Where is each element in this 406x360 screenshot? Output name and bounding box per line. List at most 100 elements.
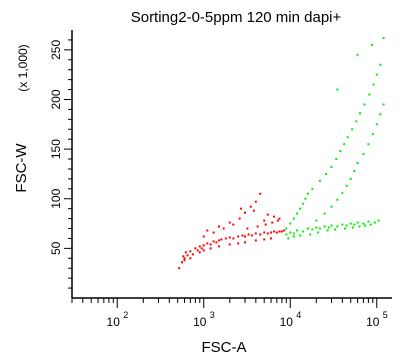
green-point: [362, 153, 365, 156]
green-point: [358, 112, 361, 115]
red-point: [183, 257, 186, 260]
green-point: [326, 229, 329, 232]
plot-area: [71, 30, 392, 299]
red-point: [263, 231, 266, 234]
green-point: [349, 177, 352, 180]
x-ticks: 10 2 10 3 10 4 10 5: [71, 298, 388, 329]
y-axis-label: FSC-W: [13, 143, 30, 193]
red-point: [182, 255, 185, 258]
red-point: [198, 251, 201, 254]
red-point: [209, 243, 212, 246]
green-point: [349, 222, 352, 225]
green-point: [362, 222, 365, 225]
green-point: [372, 83, 375, 86]
red-point: [276, 219, 279, 222]
green-point: [296, 212, 299, 215]
green-point: [363, 103, 366, 106]
red-point: [232, 237, 235, 240]
red-point: [183, 259, 186, 262]
green-point: [356, 221, 359, 224]
green-point: [318, 179, 321, 182]
green-point: [285, 227, 288, 230]
green-point: [287, 237, 290, 240]
green-point: [382, 36, 385, 39]
green-point: [339, 150, 342, 153]
green-point: [306, 192, 309, 195]
green-point: [299, 234, 302, 237]
green-point: [353, 169, 356, 172]
green-point: [375, 123, 378, 126]
x-tick-exponent: 2: [123, 310, 128, 320]
green-point: [356, 53, 359, 56]
green-point: [345, 184, 348, 187]
red-point: [180, 261, 183, 264]
green-point: [367, 143, 370, 146]
red-point: [280, 230, 283, 233]
red-point: [240, 207, 243, 210]
red-point: [184, 251, 187, 254]
green-point: [318, 227, 321, 230]
red-point: [220, 238, 223, 241]
red-point: [259, 192, 262, 195]
green-point: [299, 207, 302, 210]
red-point: [244, 241, 247, 244]
green-point: [311, 187, 314, 190]
red-point: [263, 219, 266, 222]
red-point: [244, 235, 247, 238]
red-point: [273, 230, 276, 233]
red-point: [186, 254, 189, 257]
green-point: [285, 233, 288, 236]
red-point: [202, 249, 205, 252]
green-point: [330, 165, 333, 168]
green-point: [382, 103, 385, 106]
red-point: [266, 232, 269, 235]
red-point: [266, 213, 269, 216]
red-point: [222, 227, 225, 230]
green-point: [292, 217, 295, 220]
green-point: [306, 227, 309, 230]
red-point: [271, 221, 274, 224]
red-point: [217, 239, 220, 242]
green-point: [363, 224, 366, 227]
x-tick-label: 10: [107, 315, 121, 329]
red-point: [194, 247, 197, 250]
red-point: [283, 229, 286, 232]
red-point: [270, 231, 273, 234]
red-point: [206, 229, 209, 232]
green-point: [375, 73, 378, 76]
y-tick-label: 200: [49, 89, 63, 109]
red-point: [178, 267, 181, 270]
red-point: [249, 205, 252, 208]
red-point: [189, 257, 192, 260]
green-point: [323, 225, 326, 228]
red-point: [241, 234, 244, 237]
green-point: [309, 233, 312, 236]
green-point: [317, 231, 320, 234]
red-point: [278, 230, 281, 233]
red-point: [244, 211, 247, 214]
red-point: [254, 232, 257, 235]
green-point: [373, 221, 376, 224]
green-point: [315, 219, 318, 222]
green-point: [344, 227, 347, 230]
y-tick-label: 50: [49, 241, 63, 255]
green-point: [323, 212, 326, 215]
red-point: [246, 227, 249, 230]
x-tick-exponent: 3: [210, 310, 215, 320]
green-point: [370, 43, 373, 46]
green-point: [336, 225, 339, 228]
green-point: [330, 205, 333, 208]
red-point: [198, 245, 201, 248]
green-point: [289, 231, 292, 234]
chart-title: Sorting2-0-5ppm 120 min dapi+: [131, 9, 342, 26]
red-point: [202, 235, 205, 238]
green-point: [341, 191, 344, 194]
green-point: [304, 197, 307, 200]
green-point: [367, 220, 370, 223]
red-point: [264, 223, 267, 226]
red-point: [217, 225, 220, 228]
red-point: [275, 231, 278, 234]
red-point: [200, 247, 203, 250]
green-point: [330, 224, 333, 227]
red-point: [212, 240, 215, 243]
